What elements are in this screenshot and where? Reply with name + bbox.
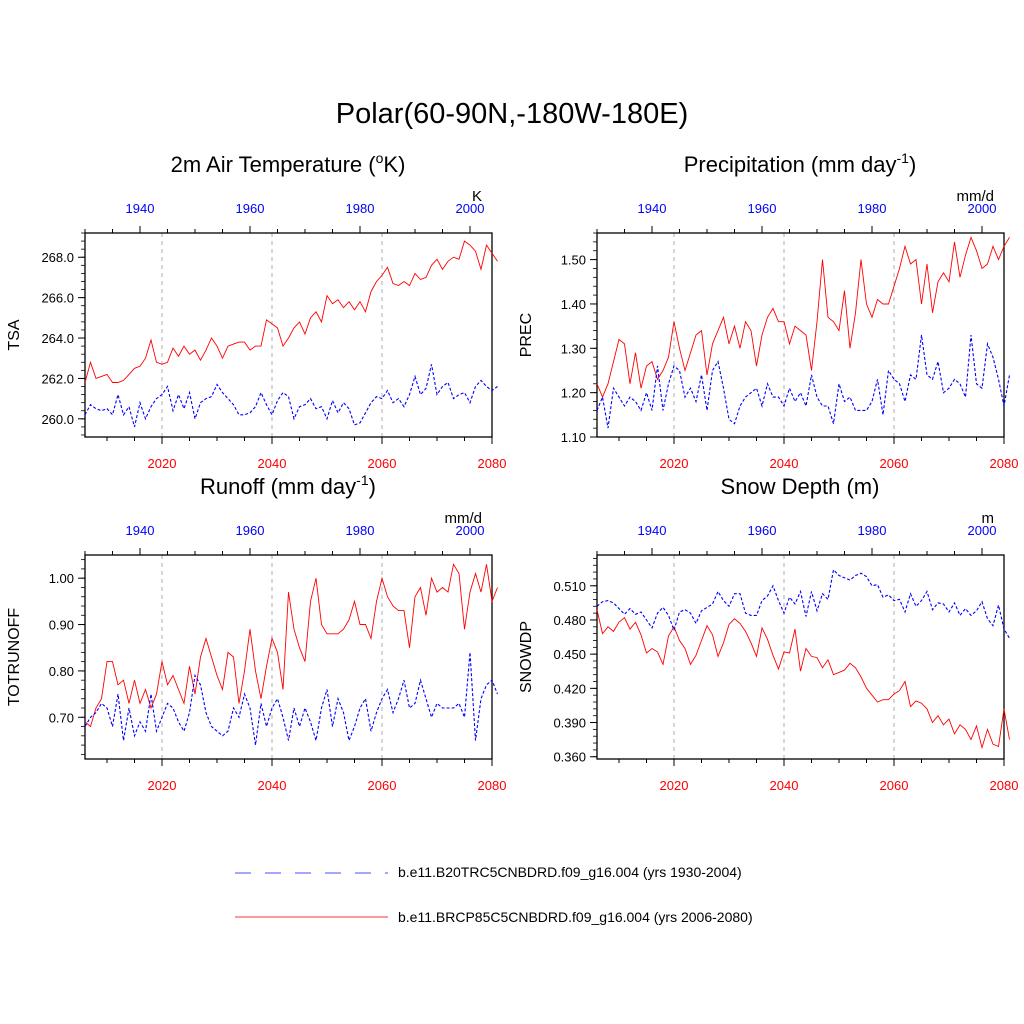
plot-frame bbox=[596, 232, 1005, 438]
panel-title: Runoff (mm day-1) bbox=[200, 472, 376, 499]
x-bottom-tick-label: 2020 bbox=[660, 456, 689, 471]
x-bottom-tick-label: 2040 bbox=[770, 456, 799, 471]
x-top-tick-label: 1940 bbox=[638, 201, 667, 216]
y-tick-label: 1.50 bbox=[561, 253, 586, 268]
x-top-tick-label: 1940 bbox=[638, 523, 667, 538]
series-line-historical bbox=[84, 652, 499, 746]
y-tick-label: 0.450 bbox=[553, 647, 586, 662]
series-line-future bbox=[596, 236, 1010, 399]
panel-snowdp: Snow Depth (m) 0.360 0.390 0.420 0.450 0.480 0… bbox=[518, 474, 1018, 793]
y-axis-title: TOTRUNOFF bbox=[6, 608, 23, 707]
x-top-tick-label: 1940 bbox=[126, 523, 155, 538]
x-bottom-tick-label: 2020 bbox=[148, 778, 177, 793]
units-label: m bbox=[982, 510, 995, 527]
x-top-tick-label: 2000 bbox=[456, 201, 485, 216]
x-top-tick-label: 1980 bbox=[346, 201, 375, 216]
x-top-tick-label: 1960 bbox=[748, 523, 777, 538]
y-tick-label: 260.0 bbox=[41, 412, 74, 427]
x-top-tick-label: 1980 bbox=[858, 523, 887, 538]
y-tick-label: 0.390 bbox=[553, 716, 586, 731]
series-line-future bbox=[84, 563, 498, 728]
panel-title: 2m Air Temperature (oK) bbox=[171, 150, 406, 177]
y-tick-label: 1.00 bbox=[49, 571, 74, 586]
y-tick-label: 0.510 bbox=[553, 579, 586, 594]
x-top-tick-label: 1980 bbox=[858, 201, 887, 216]
y-tick-label: 0.90 bbox=[49, 618, 74, 633]
panel-tsa: 2m Air Temperature (oK) 260.0 262.0 264.0 26… bbox=[6, 150, 506, 471]
x-bottom-tick-label: 2060 bbox=[880, 456, 909, 471]
x-bottom-tick-label: 2080 bbox=[990, 778, 1019, 793]
y-tick-label: 1.30 bbox=[561, 341, 586, 356]
x-top-tick-label: 1960 bbox=[748, 201, 777, 216]
y-axis-title: TSA bbox=[6, 319, 23, 350]
x-bottom-tick-label: 2060 bbox=[368, 778, 397, 793]
y-tick-label: 1.10 bbox=[561, 430, 586, 445]
panel-runoff: Runoff (mm day-1) 0.70 0.80 0.90 1.00 TOTRUNO… bbox=[6, 472, 506, 793]
x-bottom-tick-label: 2040 bbox=[258, 456, 287, 471]
plot-frame bbox=[84, 232, 493, 438]
y-tick-label: 266.0 bbox=[41, 291, 74, 306]
y-tick-label: 264.0 bbox=[41, 331, 74, 346]
x-top-tick-label: 2000 bbox=[968, 201, 997, 216]
series-line-historical bbox=[84, 364, 498, 428]
x-bottom-tick-label: 2080 bbox=[990, 456, 1019, 471]
y-tick-label: 268.0 bbox=[41, 250, 74, 265]
x-top-tick-label: 1960 bbox=[236, 523, 265, 538]
y-tick-label: 1.40 bbox=[561, 297, 586, 312]
x-top-tick-label: 1960 bbox=[236, 201, 265, 216]
y-tick-label: 262.0 bbox=[41, 371, 74, 386]
panel-title: Snow Depth (m) bbox=[721, 474, 880, 499]
units-label: mm/d bbox=[445, 510, 483, 527]
series-line-future bbox=[596, 609, 1010, 750]
panel-title: Precipitation (mm day-1) bbox=[684, 150, 917, 177]
x-top-tick-label: 1940 bbox=[126, 201, 155, 216]
x-bottom-tick-label: 2080 bbox=[478, 456, 507, 471]
x-bottom-tick-label: 2060 bbox=[880, 778, 909, 793]
x-bottom-tick-label: 2080 bbox=[478, 778, 507, 793]
x-bottom-tick-label: 2060 bbox=[368, 456, 397, 471]
plot-frame bbox=[84, 554, 493, 760]
y-axis-title: PREC bbox=[518, 313, 535, 357]
units-label: mm/d bbox=[957, 188, 995, 205]
y-tick-label: 1.20 bbox=[561, 386, 586, 401]
x-top-tick-label: 2000 bbox=[968, 523, 997, 538]
x-top-tick-label: 1980 bbox=[346, 523, 375, 538]
y-axis-title: SNOWDP bbox=[518, 621, 535, 693]
y-tick-label: 0.480 bbox=[553, 613, 586, 628]
y-tick-label: 0.420 bbox=[553, 681, 586, 696]
series-line-future bbox=[84, 240, 498, 383]
y-tick-label: 0.70 bbox=[49, 710, 74, 725]
series-line-historical bbox=[596, 334, 1011, 429]
plot-frame bbox=[596, 554, 1005, 760]
x-bottom-tick-label: 2040 bbox=[258, 778, 287, 793]
y-tick-label: 0.80 bbox=[49, 664, 74, 679]
series-line-historical bbox=[596, 568, 1010, 639]
x-bottom-tick-label: 2020 bbox=[660, 778, 689, 793]
x-bottom-tick-label: 2020 bbox=[148, 456, 177, 471]
x-bottom-tick-label: 2040 bbox=[770, 778, 799, 793]
panel-prec: Precipitation (mm day-1) 1.10 1.20 1.30 1.40… bbox=[518, 150, 1018, 471]
x-top-tick-label: 2000 bbox=[456, 523, 485, 538]
figure-title: Polar(60-90N,-180W-180E) bbox=[335, 98, 689, 130]
units-label: K bbox=[472, 188, 482, 205]
y-tick-label: 0.360 bbox=[553, 750, 586, 765]
